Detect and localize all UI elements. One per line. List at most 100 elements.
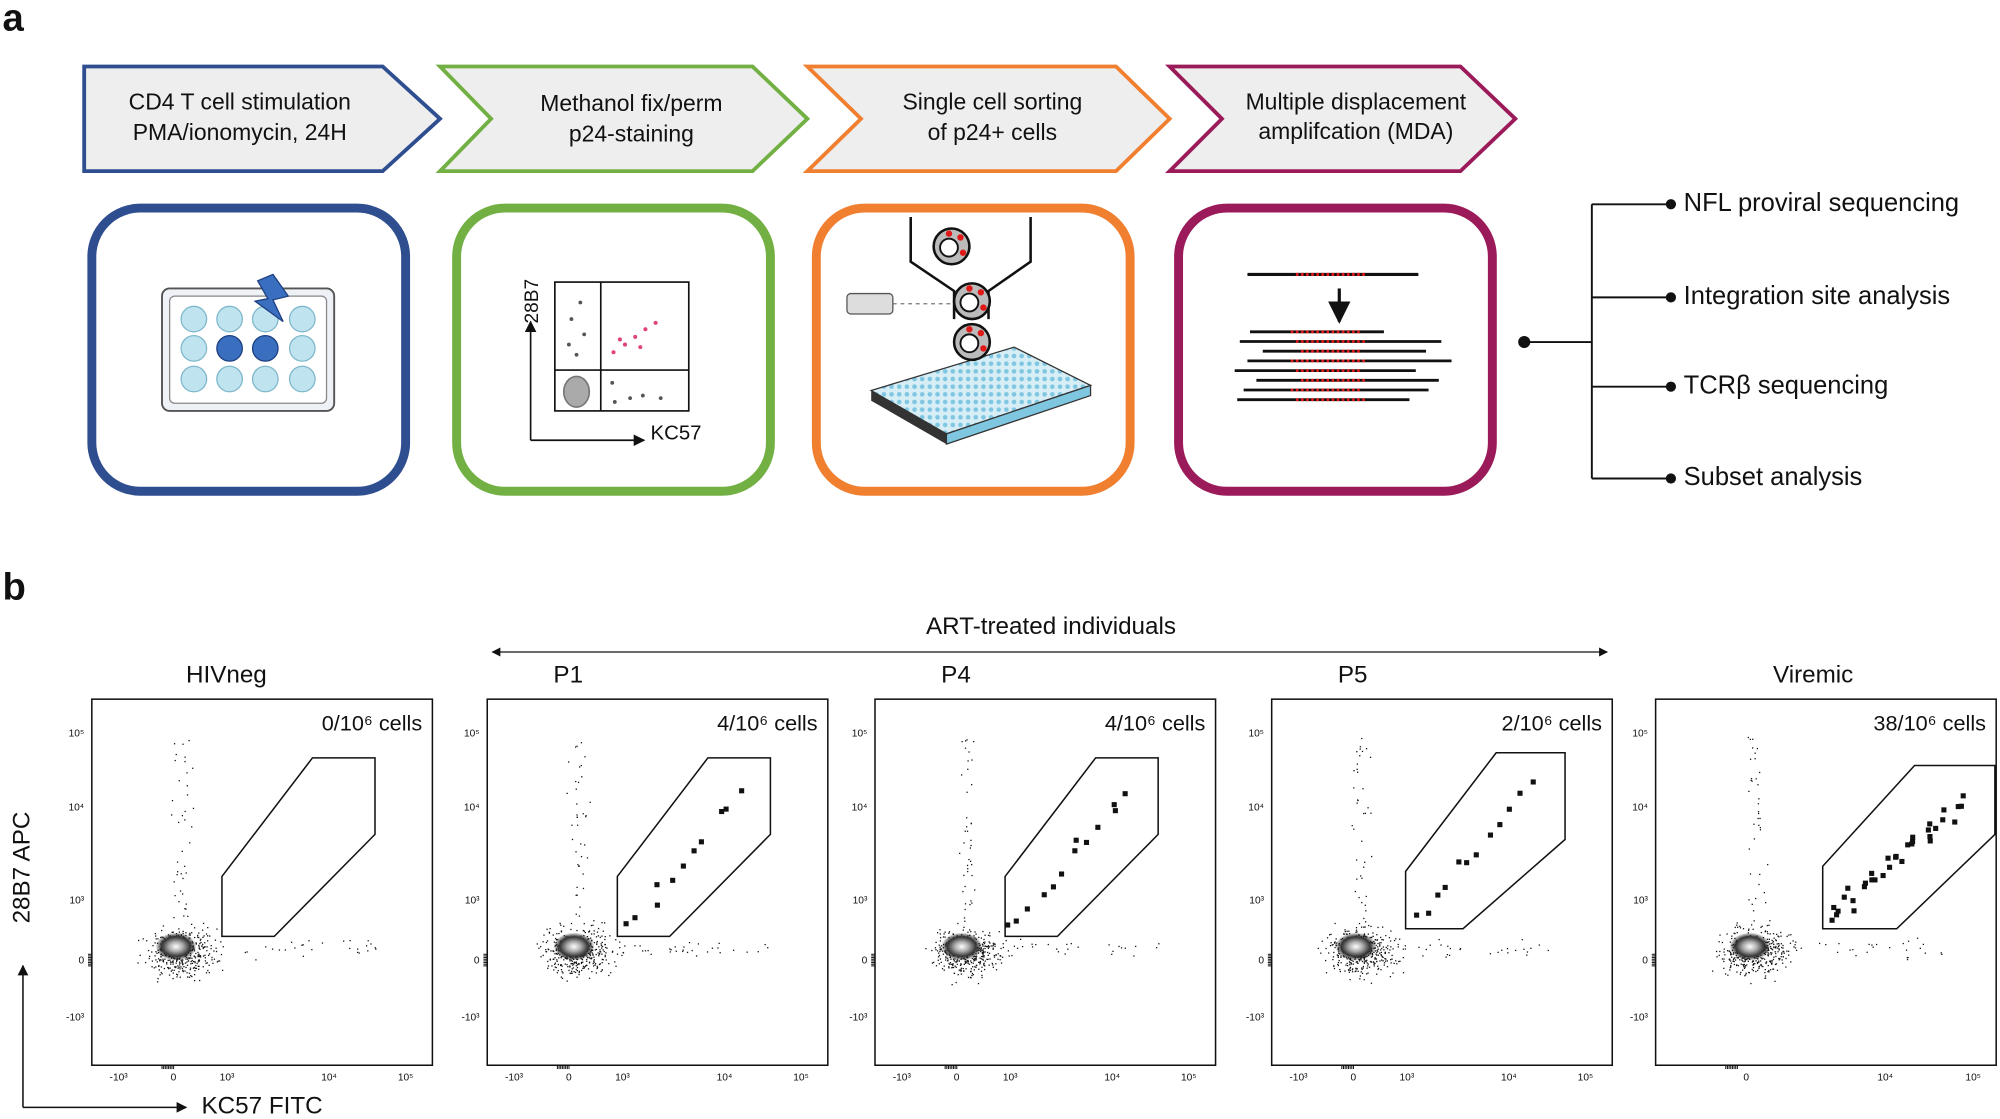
event-dot — [1348, 961, 1351, 963]
event-dot — [1111, 953, 1113, 955]
event-dot — [1459, 948, 1462, 950]
event-dot — [983, 955, 985, 957]
event-dot — [175, 966, 177, 969]
event-dot — [1711, 970, 1714, 972]
event-dot — [208, 971, 210, 974]
event-dot — [1330, 933, 1332, 935]
event-dot — [1743, 963, 1746, 966]
gated-event — [1862, 880, 1868, 886]
event-dot — [1775, 955, 1777, 958]
event-dot — [674, 946, 676, 948]
event-dot — [207, 969, 209, 972]
p24-dot — [957, 234, 964, 241]
dot — [578, 300, 583, 305]
event-dot — [193, 955, 195, 957]
event-dot — [1363, 959, 1365, 961]
event-dot — [1781, 952, 1783, 954]
branch-dot — [1665, 473, 1677, 484]
event-dot — [1361, 877, 1363, 880]
event-dot — [622, 952, 625, 954]
event-dot — [1350, 962, 1352, 964]
event-dot — [214, 939, 217, 941]
nucleus — [959, 333, 980, 354]
event-dot — [182, 930, 184, 933]
gated-event — [1933, 825, 1939, 831]
event-dot — [1730, 956, 1733, 958]
event-dot — [206, 949, 208, 952]
event-dot — [1393, 962, 1395, 965]
event-dot — [181, 961, 183, 963]
event-dot — [1736, 964, 1738, 966]
event-dot — [1766, 931, 1769, 933]
event-dot — [993, 954, 995, 957]
dot — [569, 317, 574, 321]
event-dot — [199, 948, 201, 950]
event-dot — [948, 962, 950, 965]
output-tree — [1518, 204, 1593, 479]
event-dot — [1386, 948, 1389, 950]
event-dot — [979, 963, 981, 965]
event-dot — [969, 903, 971, 906]
event-dot — [186, 772, 188, 774]
event-dot — [171, 969, 173, 971]
event-dot — [575, 968, 577, 971]
event-dot — [1399, 960, 1401, 962]
event-dot — [1755, 960, 1757, 962]
event-dot — [1818, 942, 1821, 945]
event-dot — [604, 935, 606, 938]
event-dot — [188, 976, 191, 978]
event-dot — [556, 960, 558, 962]
event-dot — [566, 980, 568, 982]
event-dot — [1393, 939, 1396, 942]
event-dot — [203, 935, 205, 937]
event-dot — [1346, 962, 1348, 965]
gated-event — [691, 848, 697, 854]
event-dot — [582, 873, 584, 875]
event-dot — [600, 943, 602, 945]
plot-frame — [1654, 698, 1997, 1067]
event-dot — [1362, 967, 1364, 969]
event-dot — [967, 962, 969, 964]
event-dot — [1780, 935, 1782, 937]
event-dot — [374, 947, 376, 949]
event-dot — [968, 751, 970, 753]
event-dot — [993, 956, 996, 958]
event-dot — [540, 956, 542, 958]
event-dot — [1363, 979, 1365, 981]
event-dot — [686, 951, 689, 954]
event-dot — [939, 946, 941, 948]
event-dot — [197, 961, 199, 963]
gated-event — [1899, 858, 1905, 865]
event-dot — [571, 824, 573, 826]
event-dot — [1783, 952, 1785, 954]
event-dot — [181, 967, 184, 970]
event-dot — [199, 956, 202, 958]
event-dot — [948, 931, 951, 933]
event-dot — [968, 858, 970, 861]
event-dot — [933, 961, 935, 964]
event-dot — [948, 967, 950, 969]
event-dot — [191, 975, 193, 978]
event-dot — [1359, 746, 1362, 748]
event-dot — [975, 955, 978, 957]
event-dot — [968, 963, 971, 965]
event-dot — [576, 964, 579, 966]
event-dot — [998, 931, 1000, 933]
event-dot — [302, 955, 305, 957]
event-dot — [1385, 958, 1387, 960]
event-dot — [1376, 949, 1378, 952]
gated-event — [739, 788, 745, 794]
event-dot — [1108, 944, 1110, 946]
event-dot — [717, 947, 719, 949]
gated-event — [1872, 877, 1878, 883]
event-dot — [193, 979, 196, 982]
event-dot — [1377, 967, 1380, 970]
event-dot — [989, 935, 991, 937]
event-dot — [580, 843, 582, 845]
event-dot — [973, 959, 976, 961]
event-dot — [172, 960, 174, 962]
event-dot — [567, 966, 569, 968]
event-dot — [598, 963, 601, 966]
event-dot — [549, 958, 551, 960]
event-dot — [1736, 957, 1738, 959]
